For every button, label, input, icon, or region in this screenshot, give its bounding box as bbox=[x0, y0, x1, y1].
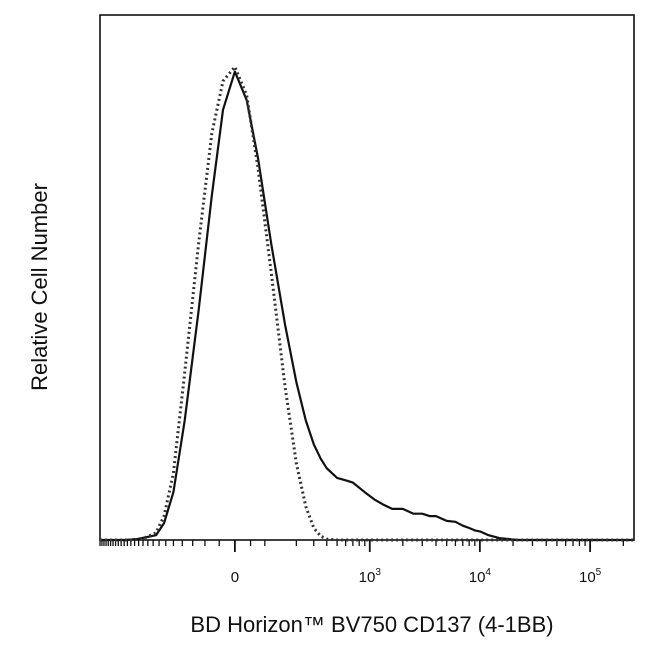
stained-histogram-line bbox=[100, 70, 634, 542]
control-histogram-line bbox=[100, 65, 634, 542]
x-tick-label: 0 bbox=[231, 569, 239, 586]
histogram-curves bbox=[100, 65, 634, 542]
x-axis-title: BD Horizon™ BV750 CD137 (4-1BB) bbox=[190, 612, 553, 637]
plot-frame bbox=[99, 14, 635, 541]
x-tick-label: 105 bbox=[579, 567, 602, 586]
x-tick-labels: 0 103 104 105 bbox=[231, 567, 602, 586]
x-tick-label: 104 bbox=[469, 567, 492, 586]
y-axis-title: Relative Cell Number bbox=[27, 183, 52, 391]
x-tick-label: 103 bbox=[359, 567, 382, 586]
x-axis-ticks bbox=[99, 540, 624, 552]
